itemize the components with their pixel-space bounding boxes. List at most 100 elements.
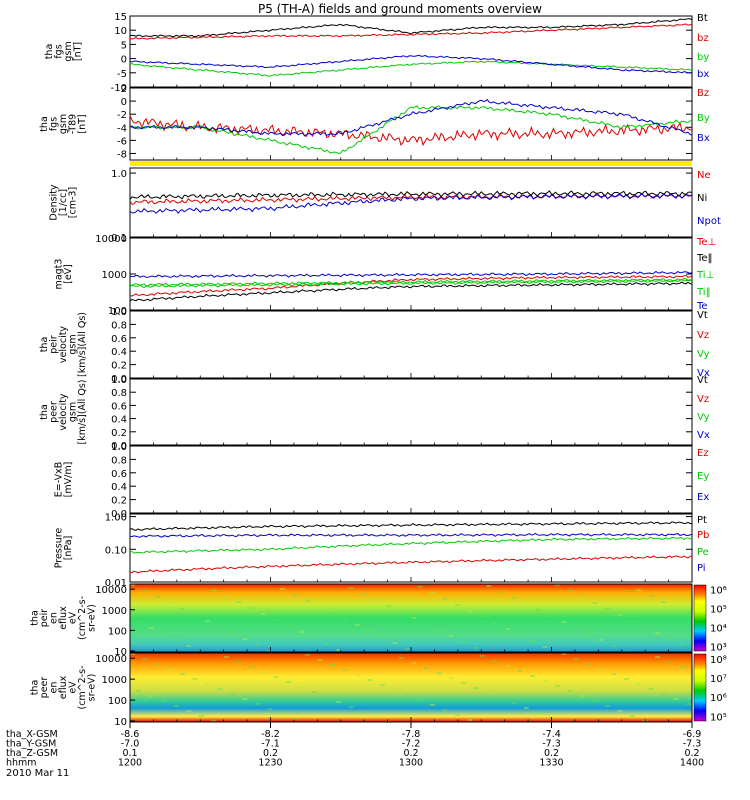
spectrogram-texture (661, 601, 667, 603)
colorbar-tick-label: 10⁶ (710, 586, 727, 597)
spectrogram-texture (373, 716, 379, 718)
spectrogram-texture (348, 587, 354, 589)
spectrogram-texture (336, 649, 342, 651)
spectrogram-texture (623, 678, 629, 680)
spectrogram-texture (536, 609, 542, 611)
spectrogram-texture (598, 639, 604, 641)
spectrogram-texture (573, 627, 579, 629)
x-axis-value: -8.2 (261, 729, 280, 740)
x-axis-value: -7.2 (402, 739, 421, 750)
spectrogram-texture (542, 646, 548, 648)
y-axis-label: eV (68, 681, 79, 694)
spectrogram-texture (630, 620, 635, 622)
y-axis-label: [1/cc] (58, 189, 69, 216)
spectrogram-texture (486, 692, 492, 694)
y-tick-label: 1.0 (111, 307, 127, 318)
spectrogram-texture (273, 619, 279, 621)
spectrogram-texture (230, 693, 235, 695)
colorbar-tick-label: 10⁶ (710, 693, 727, 704)
spectrogram-texture (498, 697, 504, 699)
spectrogram-texture (355, 674, 360, 676)
spectrogram-texture (505, 628, 510, 630)
flag-bar (130, 161, 692, 166)
y-axis-label: velocity (58, 393, 69, 431)
legend-label-Te: Te (696, 301, 708, 312)
legend-label-Pe: Pe (697, 547, 709, 558)
series-line-Te⊥ (129, 274, 693, 297)
spectrogram-texture (642, 626, 648, 628)
spectrogram-texture (648, 688, 654, 690)
spectrogram-texture (530, 640, 535, 642)
series-line-Ti‖ (129, 279, 693, 289)
spectrogram-texture (392, 642, 398, 644)
series-line-Pb (129, 555, 692, 574)
spectrogram-texture (267, 650, 273, 652)
y-tick-label: 100 (108, 696, 127, 707)
y-tick-label: 0.0 (111, 509, 127, 520)
spectrogram-texture (317, 659, 323, 661)
colorbar-peir_eflux (693, 584, 707, 652)
spectrogram-texture (636, 683, 642, 685)
series-line-Bx (129, 98, 693, 137)
spectrogram-texture (136, 690, 142, 692)
y-tick-label: 1.00 (105, 513, 127, 524)
spectrogram-texture (223, 656, 229, 658)
spectrogram-texture (236, 601, 242, 603)
legend-label-Pi: Pi (697, 563, 706, 574)
y-axis-label: tha (39, 404, 50, 420)
spectrogram-texture (261, 613, 267, 615)
y-axis-label: sr-eV) (87, 604, 98, 632)
spectrogram-texture (342, 669, 348, 671)
x-axis-value: -7.3 (683, 739, 702, 750)
spectrogram-texture (417, 699, 423, 701)
spectrogram-texture (305, 654, 310, 656)
spectrogram-peer_eflux (130, 653, 692, 722)
spectrogram-texture (180, 673, 185, 675)
y-tick-label: 1000 (102, 675, 127, 686)
spectrogram-texture (430, 592, 435, 594)
spectrogram-texture (442, 709, 448, 711)
spectrogram-texture (673, 607, 679, 609)
spectrogram-texture (148, 627, 154, 629)
y-tick-label: 15 (114, 12, 127, 23)
spectrogram-texture (555, 685, 560, 687)
y-axis-label: peir (49, 335, 60, 354)
x-axis-value: 1330 (539, 758, 563, 769)
spectrogram-texture (436, 672, 442, 674)
panel-peer_velocity: 1.0 0.8 0.6 0.4 0.2 0.0 Vt Vz Vy Vx thapeervelocit… (39, 375, 710, 452)
y-axis-label: magt3 (53, 259, 64, 290)
x-axis-value: -7.4 (542, 729, 561, 740)
y-tick-label: -4 (117, 123, 127, 134)
colorbar-tick-label: 10⁷ (710, 674, 727, 685)
spectrogram-texture (592, 700, 598, 702)
spectrogram-texture (542, 680, 548, 682)
spectrogram-texture (248, 607, 254, 609)
colorbar-tick-label: 10³ (710, 642, 727, 653)
spectrogram-texture (555, 584, 560, 586)
legend-label-Ne: Ne (697, 170, 711, 181)
series-line-Te‖ (129, 281, 693, 302)
spectrogram-texture (380, 684, 385, 686)
y-axis-label: [km/s](All Qs) (77, 312, 88, 377)
spectrogram-texture (398, 657, 404, 659)
spectrogram-texture (373, 599, 379, 601)
spectrogram-texture (486, 585, 492, 587)
spectrogram-texture (186, 645, 192, 647)
spectrogram-texture (461, 682, 467, 684)
y-axis-label: gsm (63, 41, 74, 61)
series-line-Ti⊥ (129, 277, 693, 287)
legend-label-Vx: Vx (697, 430, 710, 441)
spectrogram-texture (680, 644, 685, 646)
spectrogram-texture (611, 673, 617, 675)
spectrogram-texture (423, 667, 429, 669)
y-tick-label: 10000 (95, 654, 127, 665)
spectrogram-texture (530, 675, 535, 677)
legend-label-Bz: Bz (697, 88, 709, 99)
x-axis-value: 1200 (118, 758, 142, 769)
series-line-Pe (129, 536, 693, 554)
spectrogram-texture (423, 623, 429, 625)
y-tick-label: 0.01 (105, 578, 127, 589)
spectrogram-texture (348, 706, 354, 708)
spectrogram-texture (330, 664, 335, 666)
